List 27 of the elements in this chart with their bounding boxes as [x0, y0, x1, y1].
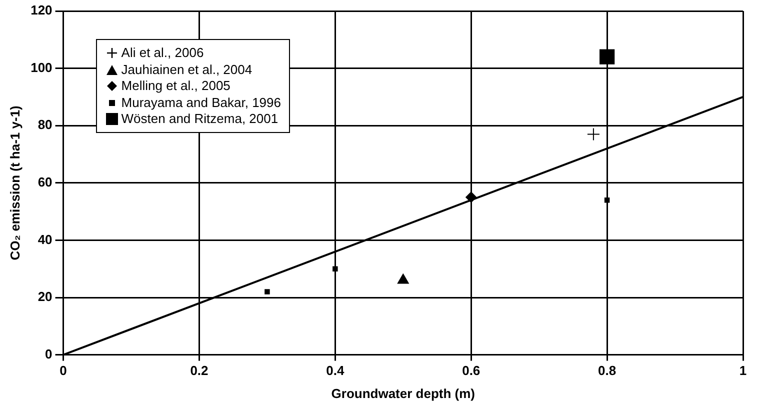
- point: [466, 192, 477, 203]
- legend-label: Murayama and Bakar, 1996: [121, 94, 281, 111]
- legend-label: Wösten and Ritzema, 2001: [121, 111, 278, 128]
- x-tick-label: 0.6: [462, 363, 480, 378]
- y-axis-title: CO₂ emission (t ha-1 y-1): [7, 106, 22, 260]
- y-tick-label: 40: [38, 232, 52, 247]
- x-tick-label: 1: [739, 363, 747, 378]
- y-tick-label: 20: [38, 289, 52, 304]
- point: [264, 289, 270, 294]
- y-tick-label: 60: [38, 174, 52, 190]
- y-tick-label: 80: [38, 117, 52, 132]
- legend-label: Ali et al., 2006: [121, 45, 204, 62]
- point: [586, 128, 600, 141]
- x-tick-label: 0.8: [598, 363, 616, 378]
- point: [599, 49, 615, 64]
- y-tick-label: 120: [30, 2, 52, 18]
- x-tick-label: 0.4: [326, 363, 345, 378]
- y-tick-label: 100: [30, 60, 52, 75]
- x-tick-label: 0.2: [190, 363, 208, 378]
- point: [604, 197, 610, 203]
- point: [397, 274, 409, 284]
- y-tick-label: 0: [45, 346, 52, 362]
- point: [332, 266, 338, 272]
- legend-label: Melling et al., 2005: [121, 78, 230, 94]
- x-tick-label: 0: [60, 363, 67, 378]
- legend-label: Jauhiainen et al., 2004: [121, 62, 252, 78]
- x-axis-title: Groundwater depth (m): [331, 386, 476, 401]
